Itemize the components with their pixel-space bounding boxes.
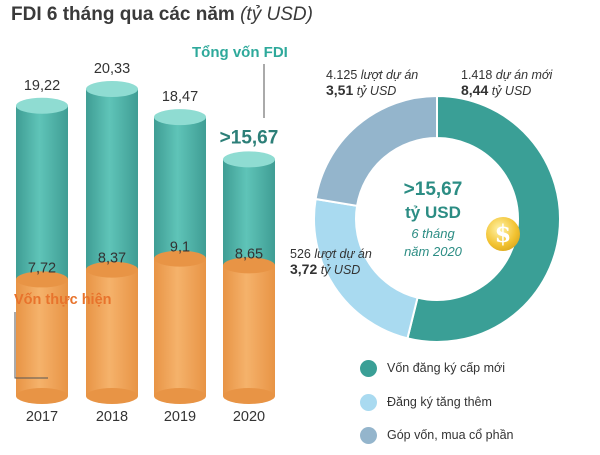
chart-title: FDI 6 tháng qua các năm (tỷ USD): [11, 4, 313, 26]
tick-label-2018: 2018: [96, 409, 128, 425]
bar-total-top-2020: [223, 151, 275, 168]
legend-label-contrib: Góp vốn, mua cổ phần: [387, 428, 514, 442]
bar-disbursed-2020: [223, 265, 275, 396]
annotation-new: 1.418 dự án mới 8,44 tỷ USD: [461, 68, 552, 98]
bar-total-2017: [16, 105, 68, 280]
bar-2017: [16, 97, 68, 404]
label-total-2020: >15,67: [220, 127, 279, 148]
bar-base-2017: [16, 388, 68, 404]
bar-disbursed-top-2018: [86, 261, 138, 278]
bar-disbursed-2017: [16, 279, 68, 396]
contrib-projects-text: lượt dự án: [360, 68, 419, 82]
donut-layer: [313, 94, 561, 343]
bar-2019: [154, 109, 206, 404]
disbursed-pointer: [14, 312, 48, 379]
bar-disbursed-top-2019: [154, 250, 206, 267]
tick-label-2017: 2017: [26, 409, 58, 425]
donut-center-unit: tỷ USD: [405, 203, 461, 222]
annotation-contrib: 4.125 lượt dự án 3,51 tỷ USD: [326, 68, 418, 98]
add-projects: 526: [290, 247, 311, 261]
label-total-2018: 20,33: [94, 61, 130, 77]
contrib-projects: 4.125: [326, 68, 358, 82]
annotation-add: 526 lượt dự án 3,72 tỷ USD: [290, 247, 372, 277]
label-disbursed-2017: 7,72: [28, 260, 56, 276]
disbursed-capital-label: Vốn thực hiện: [14, 292, 112, 308]
bar-disbursed-top-2017: [16, 271, 68, 288]
legend-swatch-new: [360, 359, 377, 377]
label-disbursed-2018: 8,37: [98, 251, 126, 267]
contrib-value: 3,51: [326, 82, 354, 98]
bar-total-2019: [154, 117, 206, 259]
chart-title-main: FDI 6 tháng qua các năm: [11, 4, 235, 25]
bar-disbursed-2018: [86, 269, 138, 396]
chart-title-unit: (tỷ USD): [240, 4, 313, 25]
label-total-2019: 18,47: [162, 89, 198, 105]
legend-item-contrib: Góp vốn, mua cổ phần: [360, 425, 513, 445]
donut-slice-2: [314, 94, 438, 207]
legend-swatch-contrib: [360, 426, 377, 444]
bar-disbursed-2019: [154, 258, 206, 396]
donut-center-period-1: 6 tháng: [411, 226, 455, 241]
label-disbursed-2020: 8,65: [235, 246, 263, 262]
bar-total-2018: [86, 89, 138, 270]
bar-2020: [223, 151, 275, 404]
bars-layer: [16, 81, 275, 404]
new-unit: tỷ USD: [491, 84, 532, 98]
new-value: 8,44: [461, 82, 489, 98]
legend-label-add: Đăng ký tăng thêm: [387, 395, 492, 409]
new-projects-text: dự án mới: [495, 68, 553, 82]
legend-swatch-add: [360, 393, 377, 411]
label-total-2017: 19,22: [24, 78, 60, 94]
bar-total-top-2017: [16, 97, 68, 114]
tick-label-2020: 2020: [233, 409, 265, 425]
add-projects-text: lượt dự án: [314, 247, 372, 261]
annotation-layer: 19,22 7,72 2017 20,33 8,37 2018 18,47 9,1 2019 >1…: [14, 61, 426, 425]
new-projects: 1.418: [461, 68, 493, 82]
tick-label-2019: 2019: [164, 409, 196, 425]
bar-total-top-2018: [86, 81, 138, 98]
add-value: 3,72: [290, 261, 318, 277]
bar-disbursed-top-2020: [223, 257, 275, 274]
total-fdi-label: Tổng vốn FDI: [192, 44, 288, 61]
dollar-coin-icon: $: [486, 217, 520, 251]
donut-center-period-2: năm 2020: [404, 244, 462, 259]
label-disbursed-2019: 9,1: [170, 240, 190, 256]
bar-base-2018: [86, 388, 138, 404]
legend-item-new: Vốn đăng ký cấp mới: [360, 358, 505, 378]
donut-center-value: >15,67: [403, 179, 463, 200]
legend-label-new: Vốn đăng ký cấp mới: [387, 361, 505, 375]
contrib-unit: tỷ USD: [356, 84, 397, 98]
bar-total-top-2019: [154, 109, 206, 126]
bar-base-2020: [223, 388, 275, 404]
bar-2018: [86, 81, 138, 404]
legend-item-add: Đăng ký tăng thêm: [360, 392, 492, 412]
donut-slice-0: [406, 94, 561, 343]
bar-base-2019: [154, 388, 206, 404]
add-unit: tỷ USD: [320, 263, 361, 277]
bar-total-2020: [223, 159, 275, 266]
